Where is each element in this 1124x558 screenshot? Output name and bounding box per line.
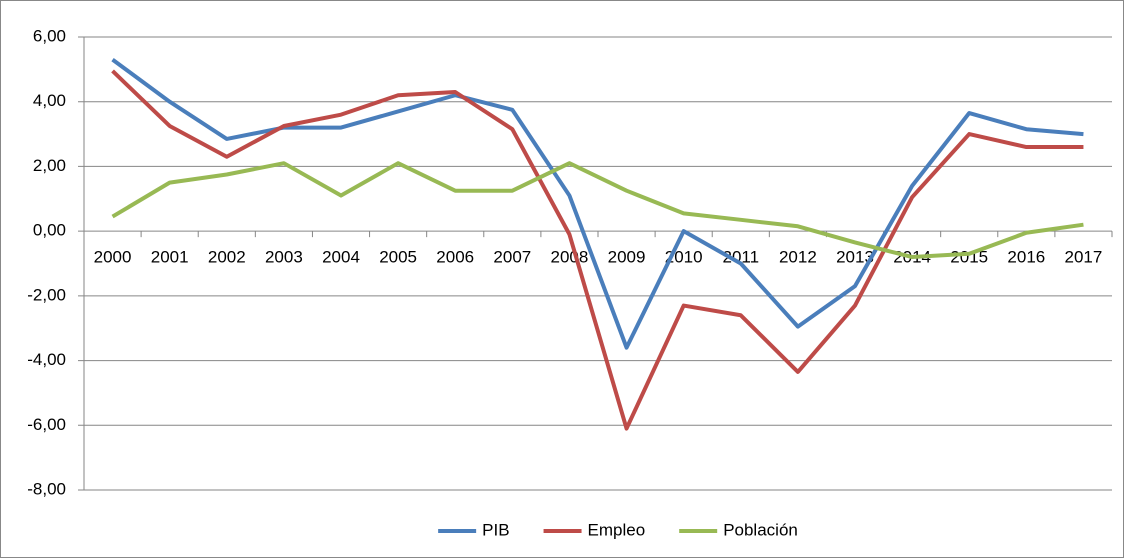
x-tick-label: 2006 (436, 248, 474, 267)
y-tick-label: 0,00 (33, 221, 66, 240)
y-tick-label: 2,00 (33, 156, 66, 175)
series-line (111, 161, 1084, 260)
x-tick-label: 2004 (322, 248, 360, 267)
y-tick-label: -6,00 (27, 415, 66, 434)
x-tick-label: 2005 (379, 248, 417, 267)
legend-label: PIB (482, 520, 509, 539)
y-tick-label: 6,00 (33, 26, 66, 45)
series-line (111, 69, 1084, 431)
x-tick-label: 2011 (722, 248, 759, 267)
x-tick-label: 2016 (1007, 248, 1045, 267)
x-tick-label: 2007 (493, 248, 531, 267)
x-tick-label: 2012 (779, 248, 817, 267)
x-tick-label: 2009 (608, 248, 646, 267)
y-tick-label: -8,00 (27, 479, 66, 498)
x-tick-label: 2002 (208, 248, 246, 267)
x-tick-label: 2013 (836, 248, 874, 267)
x-tick-label: 2017 (1065, 248, 1103, 267)
y-tick-label: 4,00 (33, 91, 66, 110)
x-tick-label: 2000 (94, 248, 132, 267)
x-tick-label: 2001 (151, 248, 189, 267)
x-tick-label: 2008 (551, 248, 589, 267)
x-tick-label: 2003 (265, 248, 303, 267)
legend-label: Población (723, 520, 798, 539)
y-tick-label: -4,00 (27, 350, 66, 369)
legend-label: Empleo (588, 520, 646, 539)
y-tick-label: -2,00 (27, 285, 66, 304)
